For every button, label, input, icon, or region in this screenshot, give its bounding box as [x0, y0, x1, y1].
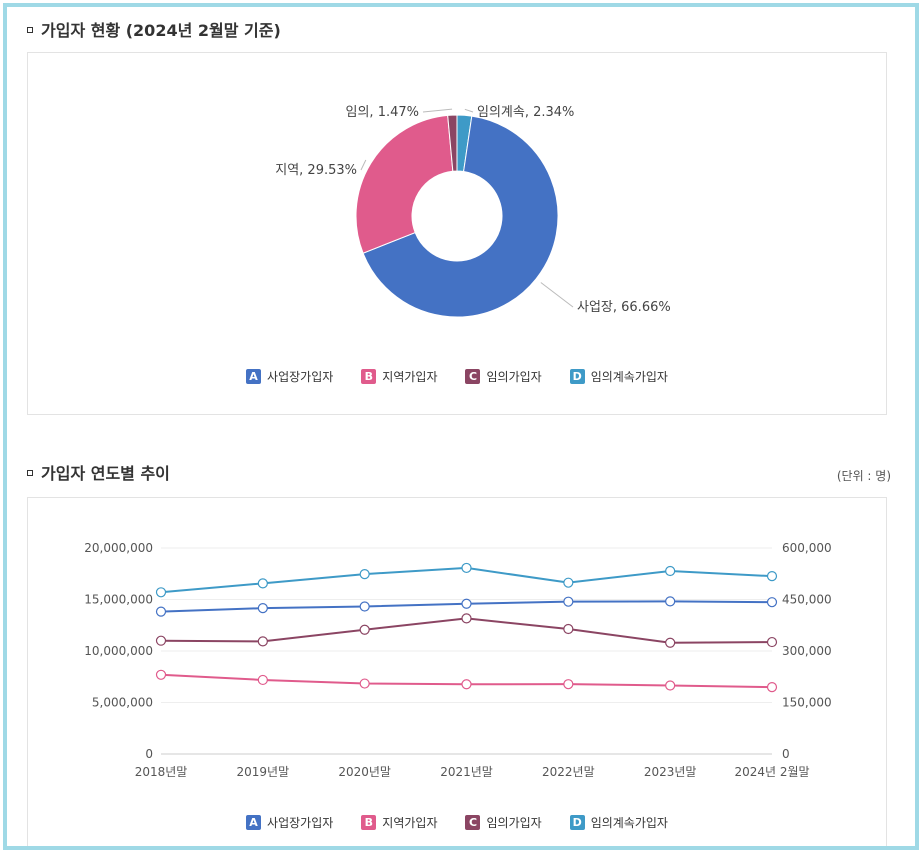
- legend-key-b: B: [361, 815, 377, 830]
- y-right-tick-label: 300,000: [782, 644, 832, 658]
- data-point[interactable]: [766, 597, 778, 608]
- x-tick-label: 2020년말: [338, 765, 391, 779]
- legend-label: 사업장가입자: [267, 816, 334, 830]
- data-point[interactable]: [257, 603, 268, 614]
- y-right-tick-label: 0: [782, 747, 790, 761]
- data-point[interactable]: [563, 596, 574, 607]
- data-point[interactable]: [155, 635, 167, 646]
- y-right-tick-label: 450,000: [782, 593, 832, 607]
- legend-item-voluntary[interactable]: C 임의가입자: [465, 368, 542, 385]
- data-point[interactable]: [665, 680, 676, 691]
- trend-legend: A 사업장가입자 B 지역가입자 C 임의가입자 D 임의계속가입자: [28, 814, 886, 831]
- data-point[interactable]: [257, 578, 268, 589]
- legend-key-a: A: [246, 369, 262, 384]
- legend-label: 임의가입자: [486, 370, 542, 384]
- data-point[interactable]: [766, 636, 778, 648]
- section-title-trend: 가입자 연도별 추이: [27, 460, 170, 484]
- data-point[interactable]: [563, 623, 574, 635]
- x-tick-label: 2018년말: [135, 765, 188, 779]
- legend-key-c: C: [465, 369, 481, 384]
- slice-label-line: [540, 282, 574, 308]
- legend-key-a: A: [246, 815, 262, 830]
- legend-label: 임의가입자: [486, 816, 542, 830]
- legend-label: 지역가입자: [382, 370, 438, 384]
- y-right-tick-label: 150,000: [782, 696, 832, 710]
- unit-label: (단위 : 명): [836, 469, 891, 483]
- x-tick-label: 2019년말: [237, 765, 290, 779]
- legend-item-voluntary-continued[interactable]: D 임의계속가입자: [569, 368, 668, 385]
- trend-chart-panel: 0 0 5,000,000 150,000 10,000,000 300,000 15,00…: [27, 497, 887, 846]
- legend-label: 사업장가입자: [267, 370, 334, 384]
- y-left-tick-label: 10,000,000: [84, 644, 153, 658]
- slice-label: 임의, 1.47%: [346, 105, 419, 120]
- data-point[interactable]: [461, 679, 472, 690]
- data-point[interactable]: [563, 679, 574, 690]
- data-point[interactable]: [359, 678, 370, 689]
- y-left-tick-label: 5,000,000: [92, 696, 153, 710]
- data-point[interactable]: [665, 565, 676, 577]
- data-point[interactable]: [665, 596, 676, 607]
- slice-label: 지역, 29.53%: [275, 163, 357, 178]
- donut-chart: 임의계속, 2.34% 사업장, 66.66% 지역, 29.53% 임의, 1.47…: [275, 105, 671, 318]
- data-point[interactable]: [766, 682, 778, 693]
- data-point[interactable]: [461, 598, 472, 609]
- legend-key-b: B: [361, 369, 377, 384]
- x-tick-label: 2024년 2월말: [734, 765, 809, 779]
- y-left-tick-label: 0: [145, 747, 153, 761]
- legend-item-regional[interactable]: B 지역가입자: [361, 814, 437, 831]
- data-point[interactable]: [359, 624, 370, 635]
- legend-label: 지역가입자: [382, 816, 438, 830]
- data-point[interactable]: [155, 587, 167, 598]
- legend-item-voluntary-continued[interactable]: D 임의계속가입자: [569, 814, 668, 831]
- data-point[interactable]: [461, 562, 472, 574]
- line-chart: 0 0 5,000,000 150,000 10,000,000 300,000 15,00…: [84, 541, 832, 779]
- slice-label: 임의계속, 2.34%: [477, 105, 574, 120]
- legend-item-voluntary[interactable]: C 임의가입자: [465, 814, 542, 831]
- data-point[interactable]: [155, 669, 167, 680]
- x-tick-label: 2022년말: [542, 765, 595, 779]
- donut-slice[interactable]: [355, 114, 454, 254]
- legend-item-regional[interactable]: B 지역가입자: [361, 368, 437, 385]
- status-chart-panel: 임의계속, 2.34% 사업장, 66.66% 지역, 29.53% 임의, 1.47…: [27, 52, 887, 415]
- data-point[interactable]: [461, 613, 472, 624]
- y-right-tick-label: 600,000: [782, 541, 832, 555]
- square-bullet-icon: [27, 470, 33, 476]
- donut-slice[interactable]: [362, 115, 559, 318]
- slice-label-line: [464, 108, 474, 113]
- legend-key-d: D: [569, 369, 585, 384]
- y-left-tick-label: 20,000,000: [84, 541, 153, 555]
- legend-item-workplace[interactable]: A 사업장가입자: [246, 814, 333, 831]
- legend-key-d: D: [569, 815, 585, 830]
- page-frame: 가입자 현황 (2024년 2월말 기준) 임의계속, 2.34% 사업장, 66…: [3, 3, 919, 850]
- data-point[interactable]: [257, 674, 268, 686]
- legend-label: 임의계속가입자: [590, 370, 668, 384]
- x-tick-label: 2021년말: [440, 765, 493, 779]
- donut-slice[interactable]: [447, 114, 458, 172]
- status-legend: A 사업장가입자 B 지역가입자 C 임의가입자 D 임의계속가입자: [28, 368, 886, 385]
- data-point[interactable]: [359, 568, 370, 580]
- data-point[interactable]: [766, 571, 778, 582]
- legend-key-c: C: [465, 815, 481, 830]
- y-left-tick-label: 15,000,000: [84, 593, 153, 607]
- data-point[interactable]: [563, 577, 574, 588]
- slice-label-line: [422, 108, 453, 113]
- legend-item-workplace[interactable]: A 사업장가입자: [246, 368, 333, 385]
- slice-label-line: [360, 159, 367, 171]
- legend-label: 임의계속가입자: [590, 816, 668, 830]
- data-point[interactable]: [359, 601, 370, 612]
- section-title-status: 가입자 현황 (2024년 2월말 기준): [27, 17, 281, 41]
- square-bullet-icon: [27, 27, 33, 33]
- data-point[interactable]: [257, 636, 268, 647]
- x-tick-label: 2023년말: [644, 765, 697, 779]
- slice-label: 사업장, 66.66%: [577, 300, 671, 315]
- data-point[interactable]: [665, 637, 676, 648]
- data-point[interactable]: [155, 606, 167, 617]
